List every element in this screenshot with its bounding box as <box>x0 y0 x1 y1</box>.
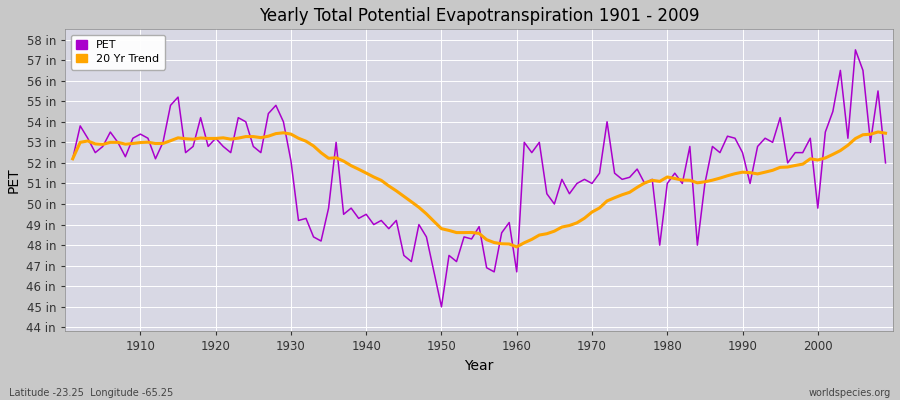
Y-axis label: PET: PET <box>7 168 21 193</box>
Legend: PET, 20 Yr Trend: PET, 20 Yr Trend <box>71 35 165 70</box>
X-axis label: Year: Year <box>464 359 494 373</box>
Title: Yearly Total Potential Evapotranspiration 1901 - 2009: Yearly Total Potential Evapotranspiratio… <box>259 7 699 25</box>
Text: worldspecies.org: worldspecies.org <box>809 388 891 398</box>
Text: Latitude -23.25  Longitude -65.25: Latitude -23.25 Longitude -65.25 <box>9 388 173 398</box>
